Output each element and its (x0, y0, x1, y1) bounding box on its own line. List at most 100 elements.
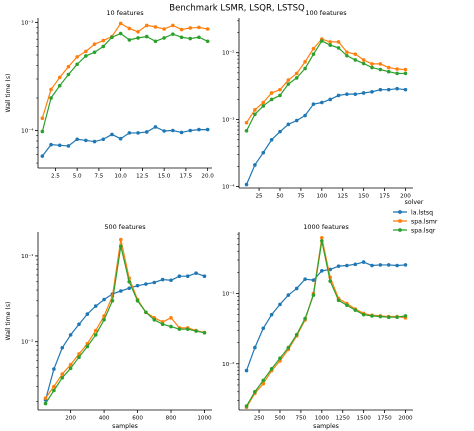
panel-2-xtick-label-1: 400 (99, 416, 110, 422)
panel-1-point-spa.lsqr-9 (320, 39, 324, 43)
panel-1-point-la.lstsq-15 (370, 90, 374, 94)
panel-1-point-spa.lsqr-12 (345, 53, 349, 58)
panel-2-point-spa.lsmr-0 (43, 396, 48, 400)
panel-0-point-la.lstsq-13 (153, 125, 158, 129)
figure-title: Benchmark LSMR, LSQR, LSTSQ (169, 4, 305, 14)
panel-3-point-spa.lsqr-6 (294, 332, 299, 337)
panel-3-point-la.lstsq-13 (353, 262, 358, 267)
panel-2-point-la.lstsq-14 (160, 277, 165, 282)
panel-3-point-la.lstsq-1 (253, 345, 257, 350)
panel-0-point-spa.lsqr-2 (57, 83, 62, 88)
panel-3-xtick-label-1: 500 (275, 416, 286, 422)
panel-0: 10 features 2.5 5.0 7.5 10.0 12.5 15.0 17.5 20.0… (5, 9, 214, 180)
panel-1-point-spa.lsmr-15 (370, 62, 374, 66)
panel-1-point-spa.lsqr-11 (336, 46, 341, 50)
panel-3-point-la.lstsq-14 (361, 260, 366, 264)
panel-2-point-spa.lsqr-14 (160, 322, 165, 327)
panel-2-point-spa.lsqr-17 (185, 327, 190, 331)
panel-3-point-spa.lsqr-3 (269, 366, 274, 371)
panel-1-point-la.lstsq-4 (278, 129, 282, 134)
panel-1-point-la.lstsq-18 (395, 86, 399, 91)
panel-1-point-la.lstsq-9 (320, 100, 324, 105)
panel-2-point-spa.lsqr-18 (194, 329, 198, 333)
panel-0-point-spa.lsqr-12 (144, 34, 149, 39)
panel-3-point-spa.lsqr-9 (320, 239, 324, 243)
panel-3-xtick-label-2: 750 (296, 416, 307, 422)
panel-2-point-spa.lsqr-6 (93, 333, 98, 337)
panel-3-xtick-label-5: 1500 (357, 416, 372, 422)
panel-0-point-la.lstsq-8 (110, 132, 114, 137)
panel-1-point-spa.lsmr-0 (244, 120, 249, 125)
panel-0-ytick-label-0: 10⁻⁴ (21, 128, 34, 135)
panel-0-point-la.lstsq-7 (101, 137, 106, 142)
panel-0-point-la.lstsq-11 (136, 131, 140, 135)
panel-0-point-spa.lsqr-17 (188, 36, 193, 41)
panel-2-title: 500 features (104, 223, 146, 231)
panel-1-line-la.lstsq (245, 88, 406, 185)
panel-3-point-la.lstsq-7 (303, 277, 307, 281)
panel-0-ylabel: Wall time (s) (5, 74, 12, 113)
panel-1-xtick-label-3: 100 (316, 194, 327, 200)
panel-2-point-spa.lsqr-12 (144, 310, 148, 315)
panel-2-ytick-label-0: 10⁻² (21, 339, 33, 346)
panel-1-point-la.lstsq-3 (269, 137, 274, 142)
panel-3-point-la.lstsq-19 (403, 263, 408, 267)
panel-1-ytick-label-0: 10⁻⁴ (222, 184, 235, 191)
panel-1: 100 features 25 50 75 100 125 150 175 200 10⁻⁴ 10⁻… (222, 9, 413, 200)
panel-1-xtick-label-4: 125 (337, 194, 348, 200)
panel-1-xtick-label-7: 200 (400, 194, 411, 200)
panel-0-point-la.lstsq-15 (171, 128, 175, 133)
panel-1-point-spa.lsmr-5 (286, 78, 291, 82)
panel-1-point-la.lstsq-10 (328, 97, 332, 102)
panel-3-point-la.lstsq-3 (269, 312, 274, 317)
panel-2-point-la.lstsq-10 (127, 286, 131, 291)
panel-2-line-la.lstsq (44, 272, 205, 401)
panel-0-point-spa.lsqr-5 (84, 54, 88, 58)
panel-2-point-spa.lsqr-8 (110, 298, 115, 303)
panel-0-point-spa.lsqr-18 (197, 35, 201, 40)
panel-0-xtick-label-0: 2.5 (51, 174, 60, 180)
panel-3: 1000 features 250 500 750 1000 1250 1500 1750 20… (222, 223, 413, 430)
panel-1-point-la.lstsq-6 (294, 118, 299, 123)
panel-2-point-spa.lsmr-3 (68, 362, 73, 367)
panel-1-point-la.lstsq-2 (261, 150, 266, 155)
panel-0-point-spa.lsmr-1 (49, 87, 53, 92)
panel-1-series-spa.lsqr (244, 39, 408, 133)
panel-0-point-spa.lsmr-16 (179, 27, 184, 32)
panel-0-point-spa.lsqr-3 (66, 72, 71, 77)
legend: solver la.lstsq spa.lsmr spa.lsqr (393, 199, 438, 234)
panel-1-point-spa.lsmr-14 (361, 58, 366, 62)
panel-3-point-la.lstsq-12 (345, 263, 349, 268)
panel-3-point-spa.lsqr-13 (353, 308, 358, 312)
panel-1-point-la.lstsq-17 (386, 87, 391, 92)
panel-2-point-spa.lsqr-5 (85, 344, 90, 349)
panel-0-point-spa.lsmr-7 (101, 38, 106, 43)
panel-0-point-spa.lsmr-11 (136, 29, 140, 34)
panel-3-point-spa.lsqr-17 (386, 315, 391, 320)
panel-1-point-spa.lsqr-3 (269, 97, 274, 102)
panel-0-point-spa.lsmr-15 (171, 23, 175, 28)
panel-0-point-spa.lsmr-19 (205, 27, 210, 31)
panel-1-point-spa.lsmr-7 (303, 60, 307, 64)
panel-0-point-spa.lsmr-2 (57, 75, 62, 80)
panel-3-point-spa.lsqr-12 (345, 303, 349, 308)
panel-0-xtick-label-5: 15.0 (158, 174, 171, 180)
panel-1-xtick-label-5: 150 (358, 194, 369, 200)
panel-2-point-la.lstsq-2 (60, 345, 65, 350)
panel-1-point-spa.lsqr-19 (403, 71, 408, 76)
panel-1-ytick-label-2: 10⁻² (222, 50, 234, 57)
panel-3-point-la.lstsq-4 (278, 302, 282, 307)
panel-1-series-la.lstsq (244, 86, 408, 187)
panel-1-point-spa.lsqr-17 (386, 69, 391, 74)
panel-0-point-spa.lsmr-9 (118, 21, 123, 26)
panel-2-point-la.lstsq-17 (185, 274, 190, 279)
panel-3-point-la.lstsq-0 (244, 368, 249, 373)
panel-3-ytick-label-0: 10⁻² (222, 361, 234, 368)
panel-0-point-spa.lsmr-3 (66, 64, 71, 69)
panel-2-series-spa.lsqr (43, 244, 207, 406)
panel-1-point-spa.lsmr-6 (294, 71, 299, 76)
panel-0-point-la.lstsq-4 (75, 137, 79, 142)
panel-3-point-la.lstsq-8 (311, 278, 316, 282)
panel-1-point-spa.lsqr-1 (253, 112, 257, 117)
panel-0-xtick-label-7: 20.0 (201, 174, 214, 180)
